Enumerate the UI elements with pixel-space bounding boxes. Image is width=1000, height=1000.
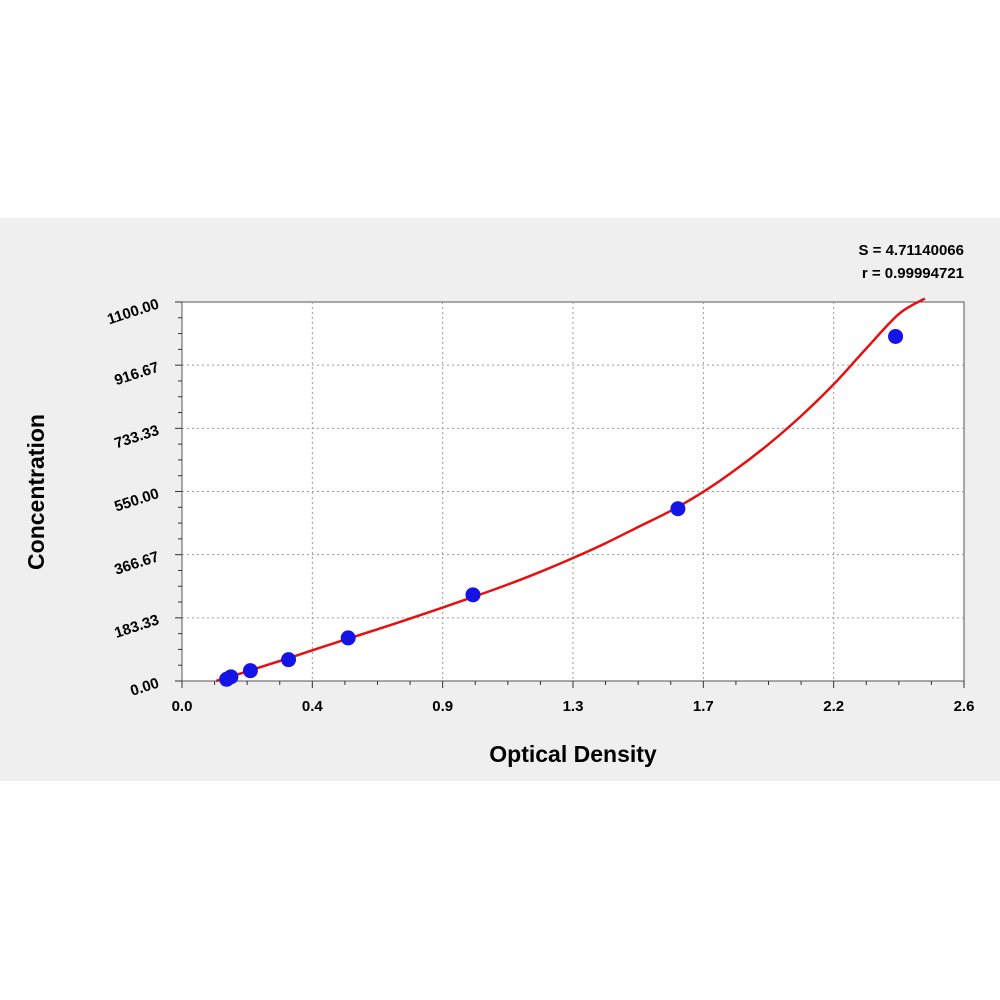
y-tick-label: 550.00 — [112, 485, 161, 515]
annotation-r-value: r = 0.99994721 — [862, 265, 964, 282]
data-point — [465, 587, 481, 603]
annotation-s-value: S = 4.71140066 — [858, 242, 964, 259]
fit-curve-layer — [215, 297, 926, 683]
data-points — [219, 328, 904, 687]
data-point — [888, 328, 904, 344]
grid-lines — [182, 302, 964, 681]
x-tick-label: 2.6 — [954, 698, 975, 715]
y-tick-label: 0.00 — [128, 675, 161, 700]
y-tick-label: 916.67 — [112, 359, 161, 389]
x-tick-label: 0.0 — [172, 698, 193, 715]
x-tick-label: 0.4 — [302, 698, 324, 715]
x-tick-label: 1.3 — [563, 698, 584, 715]
axis-ticks — [175, 301, 965, 688]
x-tick-label: 0.9 — [432, 698, 453, 715]
y-tick-label: 183.33 — [112, 611, 161, 641]
data-point — [223, 669, 239, 685]
y-tick-label: 366.67 — [112, 548, 161, 578]
fit-curve — [215, 297, 926, 683]
data-point — [281, 652, 297, 668]
data-point — [242, 663, 258, 679]
x-tick-label: 2.2 — [823, 698, 844, 715]
x-tick-label: 1.7 — [693, 698, 714, 715]
data-point — [670, 501, 686, 517]
data-point — [340, 630, 356, 646]
y-axis-title: Concentration — [23, 414, 49, 570]
y-tick-label: 733.33 — [112, 422, 161, 452]
y-tick-label: 1100.00 — [105, 296, 161, 329]
x-axis-title: Optical Density — [489, 741, 657, 767]
